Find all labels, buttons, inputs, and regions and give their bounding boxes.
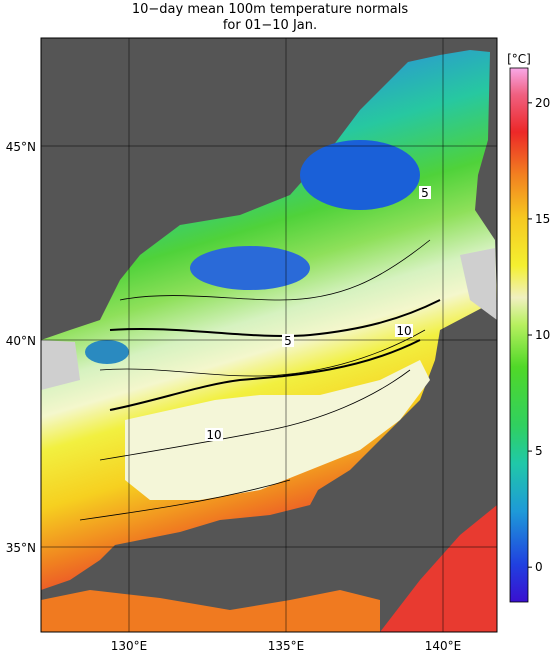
colorbar-tick-label: 0 <box>535 560 543 574</box>
coastal-shelf-east <box>460 248 497 320</box>
colorbar-tick-label: 5 <box>535 444 543 458</box>
lon-label-140e: 140°E <box>425 639 462 653</box>
lon-label-135e: 135°E <box>268 639 305 653</box>
colorbar-tick-label: 20 <box>535 96 550 110</box>
southern-sea <box>41 590 380 632</box>
lat-label-35n: 35°N <box>6 541 36 555</box>
colorbar <box>509 67 529 603</box>
contour-label-5-north: 5 <box>421 186 429 200</box>
colorbar-tick-label: 15 <box>535 212 550 226</box>
cold-core-north <box>300 140 420 210</box>
map-title-line2: for 01−10 Jan. <box>222 18 318 33</box>
cold-core <box>190 246 310 290</box>
contour-lines <box>79 239 441 521</box>
pacific-sea <box>380 505 497 632</box>
lon-label-130e: 130°E <box>111 639 148 653</box>
lat-label-45n: 45°N <box>6 140 36 154</box>
colorbar-unit: [°C] <box>507 52 531 66</box>
cold-eddy <box>85 340 129 364</box>
contour-label-10-east: 10 <box>396 324 411 338</box>
contour-label-5-central: 5 <box>284 334 292 348</box>
warm-tongue <box>125 360 430 500</box>
map-title-line1: 10−day mean 100m temperature normals <box>131 2 409 17</box>
map-frame <box>40 37 498 633</box>
contour-label-group: 5 10 5 10 <box>205 186 431 442</box>
colorbar-tick-label: 10 <box>535 328 550 342</box>
colorbar-ticks: 20 15 10 5 0 <box>528 96 550 574</box>
lat-label-40n: 40°N <box>6 334 36 348</box>
contour-label-10-south: 10 <box>206 428 221 442</box>
coastal-shelf-west <box>41 340 80 390</box>
